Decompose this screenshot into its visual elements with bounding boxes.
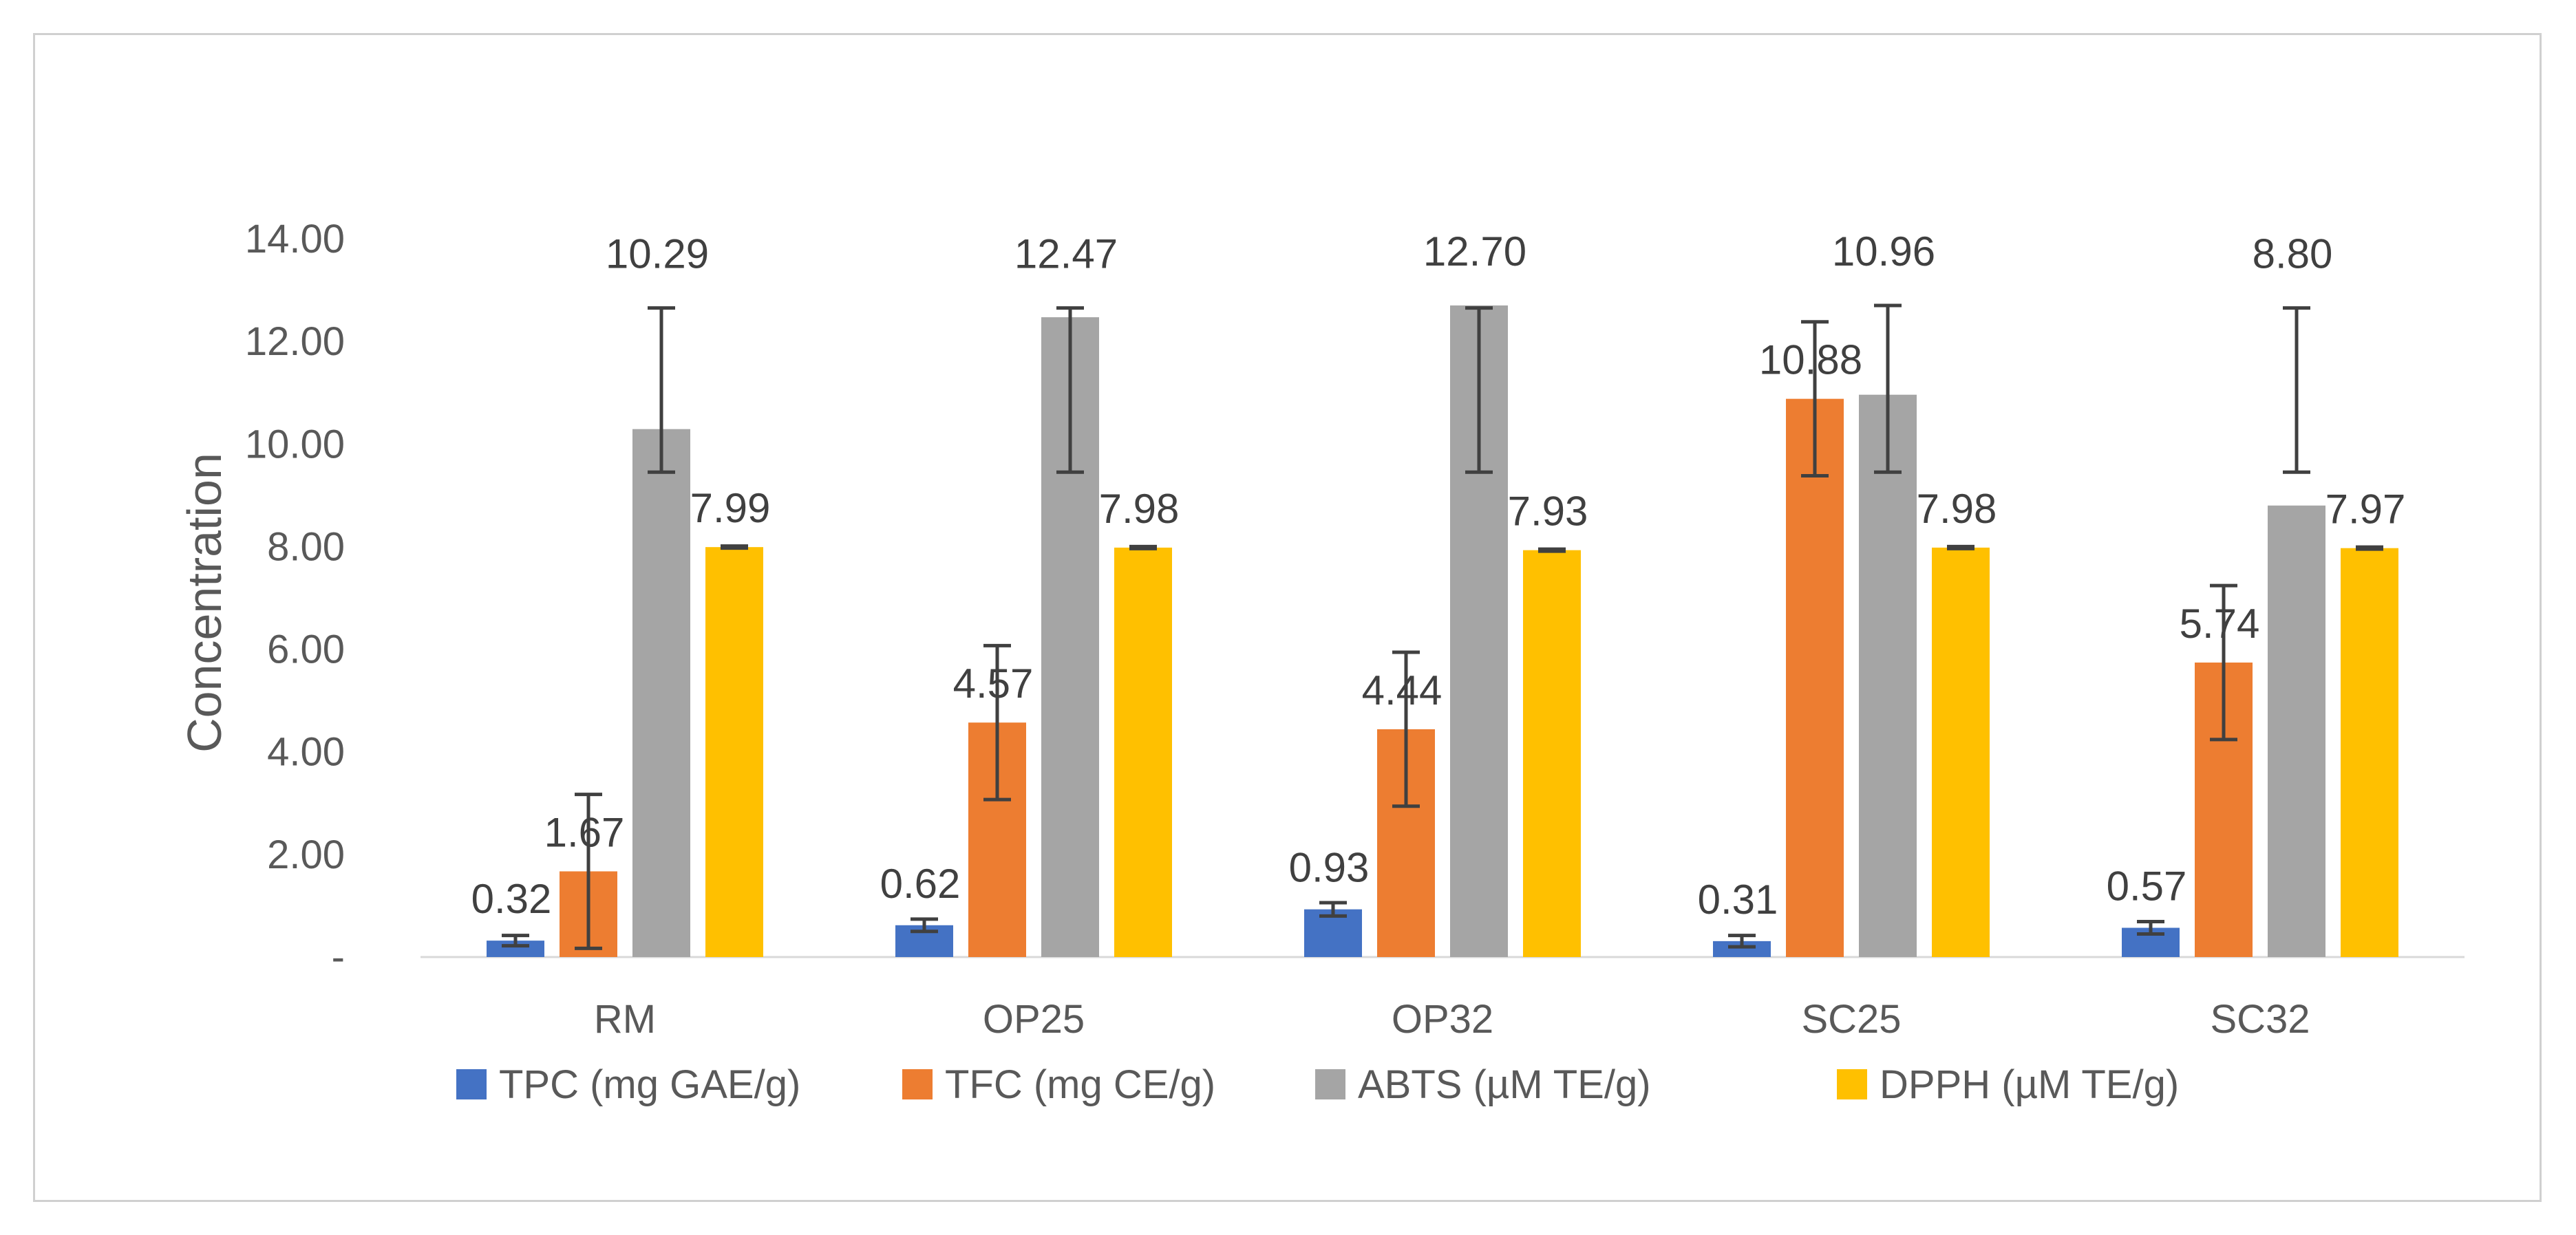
legend-label: DPPH (µM TE/g) (1880, 1062, 2179, 1107)
bar-sc25-1 (1713, 941, 1771, 957)
data-label: 12.70 (1423, 228, 1526, 275)
legend-swatch-2 (902, 1069, 933, 1099)
data-label: 7.93 (1508, 488, 1588, 535)
bar-sc32-3 (2268, 505, 2325, 957)
data-label: 0.57 (2107, 863, 2187, 909)
y-tick-label: 12.00 (245, 319, 345, 364)
bar-rm-3 (632, 429, 690, 957)
y-tick-label: 8.00 (267, 524, 345, 569)
x-category-label: SC32 (2210, 997, 2310, 1042)
data-label: 0.93 (1289, 845, 1370, 891)
data-label: 10.29 (606, 231, 709, 277)
chart: Concentration - 2.00 4.00 6.00 8.00 10.00 12.0… (178, 217, 2465, 1107)
data-label: 0.62 (880, 861, 961, 907)
y-tick-label: - (332, 935, 345, 980)
bar-sc25-2 (1786, 398, 1844, 957)
x-category-label: OP25 (983, 997, 1085, 1042)
data-label: 7.97 (2325, 486, 2406, 533)
y-tick-label: 4.00 (267, 730, 345, 775)
legend-swatch-1 (456, 1069, 487, 1099)
data-label: 7.98 (1099, 486, 1180, 532)
bar-rm-4 (705, 547, 763, 957)
bar-op25-4 (1114, 547, 1172, 957)
data-label: 0.31 (1698, 877, 1778, 923)
bar-sc25-4 (1932, 547, 1990, 957)
data-label: 0.32 (471, 876, 552, 922)
data-label: 10.88 (1759, 337, 1862, 383)
data-label: 5.74 (2180, 601, 2260, 647)
y-tick-label: 6.00 (267, 627, 345, 672)
data-label: 4.44 (1362, 667, 1443, 713)
data-label: 12.47 (1014, 231, 1118, 277)
legend-label: TFC (mg CE/g) (945, 1062, 1215, 1107)
bar-rm-1 (487, 941, 544, 957)
y-tick-label: 2.00 (267, 833, 345, 877)
x-category-label: SC25 (1801, 997, 1901, 1042)
data-label: 10.96 (1832, 228, 1935, 275)
chart-frame: Concentration - 2.00 4.00 6.00 8.00 10.00 12.0… (33, 33, 2542, 1202)
data-label: 4.57 (953, 661, 1034, 707)
y-axis-title: Concentration (178, 453, 231, 753)
y-tick-label: 10.00 (245, 422, 345, 466)
bar-sc25-3 (1859, 394, 1917, 957)
bar-op32-4 (1523, 550, 1581, 957)
legend-label: TPC (mg GAE/g) (499, 1062, 800, 1107)
y-tick-label: 14.00 (245, 217, 345, 261)
data-label: 7.98 (1917, 486, 1997, 532)
data-label: 7.99 (690, 485, 771, 531)
data-label: 1.67 (544, 809, 625, 855)
x-category-label: RM (594, 997, 656, 1042)
x-category-label: OP32 (1392, 997, 1493, 1042)
legend-swatch-3 (1315, 1069, 1345, 1099)
legend-swatch-4 (1837, 1069, 1867, 1099)
bar-sc32-4 (2341, 548, 2398, 957)
legend-label: ABTS (µM TE/g) (1358, 1062, 1651, 1107)
data-label: 8.80 (2253, 231, 2333, 277)
